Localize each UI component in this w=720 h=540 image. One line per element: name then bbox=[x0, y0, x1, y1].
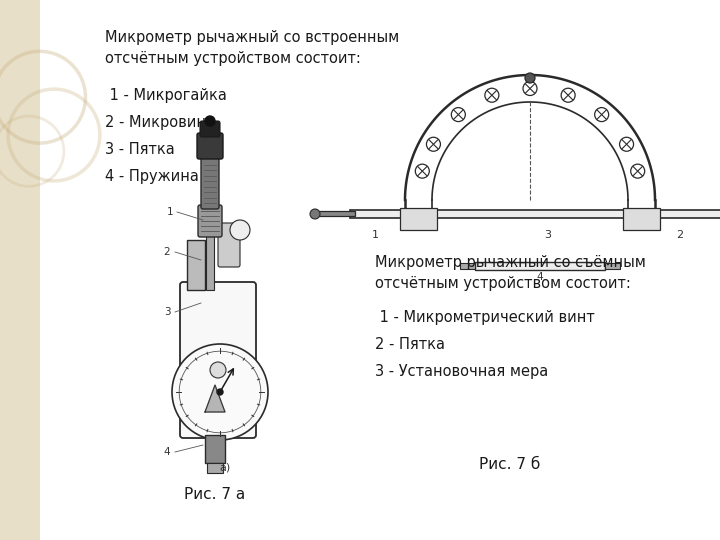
Text: 3 - Установочная мера: 3 - Установочная мера bbox=[375, 364, 548, 379]
Circle shape bbox=[631, 164, 644, 178]
Text: 3: 3 bbox=[163, 307, 171, 317]
Circle shape bbox=[620, 137, 634, 151]
Text: 4: 4 bbox=[163, 447, 171, 457]
Circle shape bbox=[451, 107, 465, 122]
Circle shape bbox=[172, 344, 268, 440]
Bar bbox=[315, 211, 355, 216]
Circle shape bbox=[525, 73, 535, 83]
FancyBboxPatch shape bbox=[197, 133, 223, 159]
Text: Микрометр рычажный со съёмным
отсчётным устройством состоит:: Микрометр рычажный со съёмным отсчётным … bbox=[375, 255, 646, 291]
Text: 2: 2 bbox=[163, 247, 171, 257]
Text: 4 - Пружина: 4 - Пружина bbox=[105, 169, 199, 184]
Text: 3 - Пятка: 3 - Пятка bbox=[105, 142, 175, 157]
Text: 2 - Пятка: 2 - Пятка bbox=[375, 337, 445, 352]
Bar bbox=[206, 230, 214, 290]
FancyBboxPatch shape bbox=[200, 121, 220, 137]
Text: Микрометр рычажный со встроенным
отсчётным устройством состоит:: Микрометр рычажный со встроенным отсчётн… bbox=[105, 30, 400, 66]
Bar bbox=[207, 463, 223, 473]
Circle shape bbox=[230, 220, 250, 240]
Circle shape bbox=[523, 82, 537, 96]
Bar bbox=[605, 263, 620, 269]
Bar bbox=[350, 210, 720, 218]
Circle shape bbox=[561, 88, 575, 102]
Circle shape bbox=[426, 137, 441, 151]
Circle shape bbox=[415, 164, 429, 178]
Text: 1 - Микрогайка: 1 - Микрогайка bbox=[105, 88, 227, 103]
Bar bbox=[400, 208, 437, 230]
Text: 1 - Микрометрический винт: 1 - Микрометрический винт bbox=[375, 310, 595, 325]
FancyBboxPatch shape bbox=[198, 205, 222, 237]
Text: 2: 2 bbox=[676, 230, 683, 240]
Text: а): а) bbox=[220, 462, 230, 472]
FancyBboxPatch shape bbox=[180, 282, 256, 438]
Bar bbox=[475, 262, 605, 270]
Text: 2 - Микровинт: 2 - Микровинт bbox=[105, 115, 215, 130]
Text: 1: 1 bbox=[167, 207, 174, 217]
FancyBboxPatch shape bbox=[201, 155, 219, 209]
Bar bbox=[205, 435, 225, 463]
Text: 4: 4 bbox=[536, 272, 544, 282]
Circle shape bbox=[310, 209, 320, 219]
Bar bbox=[460, 263, 475, 269]
Bar bbox=[623, 208, 660, 230]
Circle shape bbox=[485, 88, 499, 102]
Polygon shape bbox=[205, 385, 225, 412]
Circle shape bbox=[217, 389, 223, 395]
FancyBboxPatch shape bbox=[218, 223, 240, 267]
Bar bbox=[187, 240, 205, 290]
Text: 1: 1 bbox=[372, 230, 379, 240]
Circle shape bbox=[205, 116, 215, 126]
Text: Рис. 7 б: Рис. 7 б bbox=[480, 457, 541, 472]
Circle shape bbox=[210, 362, 226, 378]
Text: Рис. 7 а: Рис. 7 а bbox=[184, 487, 246, 502]
Circle shape bbox=[595, 107, 608, 122]
Text: 3: 3 bbox=[544, 230, 552, 240]
